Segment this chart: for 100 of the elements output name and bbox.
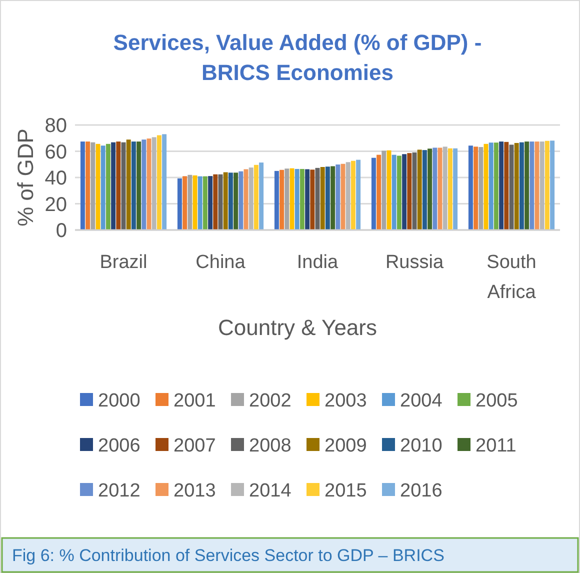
bar xyxy=(142,140,146,230)
bar xyxy=(474,146,478,230)
bar xyxy=(177,178,182,230)
bar xyxy=(280,170,284,230)
bar xyxy=(228,172,233,230)
x-tick-label: India xyxy=(296,252,339,273)
bar xyxy=(182,176,188,230)
y-tick-label: 80 xyxy=(44,115,67,137)
bar xyxy=(126,140,131,230)
bar xyxy=(320,167,325,230)
bar xyxy=(198,176,202,230)
bar xyxy=(111,142,116,230)
bar xyxy=(448,148,452,230)
bar xyxy=(540,142,544,230)
bar xyxy=(478,147,484,230)
bar xyxy=(90,142,96,230)
bar xyxy=(544,140,550,230)
legend-label: 2015 xyxy=(324,480,367,502)
x-tick-label: Russia xyxy=(385,252,444,273)
legend-label: 2012 xyxy=(98,480,140,502)
bar xyxy=(213,174,218,230)
legend-label: 2009 xyxy=(324,436,367,457)
legend-label: 2004 xyxy=(400,390,443,412)
x-tick-label: South Africa xyxy=(486,252,536,303)
bar xyxy=(442,146,448,230)
bar xyxy=(234,172,238,230)
bar xyxy=(310,170,315,230)
x-tick-label: China xyxy=(196,252,246,273)
bar xyxy=(422,150,427,230)
bar xyxy=(284,168,290,230)
bar xyxy=(223,172,228,230)
legend-label: 2002 xyxy=(249,390,292,412)
bar xyxy=(254,164,258,230)
x-tick-label: Brazil xyxy=(100,252,148,273)
bar xyxy=(294,168,300,230)
bar xyxy=(432,148,438,230)
y-axis-title: % of GDP xyxy=(13,128,38,226)
bar xyxy=(468,146,473,230)
legend-label: 2000 xyxy=(98,390,140,412)
legend-label: 2007 xyxy=(174,436,216,457)
legend-label: 2001 xyxy=(174,390,216,412)
bar xyxy=(371,158,376,230)
bar xyxy=(208,176,213,230)
bar xyxy=(86,142,90,230)
legend-label: 2008 xyxy=(249,436,292,457)
bar xyxy=(524,142,530,230)
bar xyxy=(428,148,432,230)
bar xyxy=(382,150,386,230)
bar xyxy=(356,160,361,230)
y-tick-label: 40 xyxy=(44,168,67,190)
bar xyxy=(488,142,494,230)
bar xyxy=(238,171,244,230)
y-tick-label: 20 xyxy=(44,194,67,216)
bar xyxy=(519,142,524,230)
legend-label: 2016 xyxy=(400,480,442,502)
bar xyxy=(453,148,458,230)
bar xyxy=(202,176,208,230)
bar xyxy=(407,153,412,230)
bar xyxy=(274,170,279,230)
bar xyxy=(346,162,350,230)
bar xyxy=(80,142,85,230)
caption: Fig 6: % Contribution of Services Sector to GDP – BRICS xyxy=(12,546,444,565)
bar xyxy=(402,154,407,230)
bar xyxy=(248,168,254,230)
bar xyxy=(494,142,498,230)
bar xyxy=(376,154,382,230)
x-axis-title: Country & Years xyxy=(218,315,377,340)
legend-label: 2010 xyxy=(400,436,442,457)
legend-label: 2014 xyxy=(249,480,292,502)
bar xyxy=(417,150,422,230)
legend-label: 2011 xyxy=(476,436,516,457)
legend-label: 2005 xyxy=(476,390,518,412)
bar xyxy=(350,160,356,230)
y-tick-label: 60 xyxy=(44,141,67,164)
legend-label: 2013 xyxy=(174,480,216,502)
bar xyxy=(116,142,121,230)
bar xyxy=(504,142,509,230)
bar xyxy=(162,134,167,230)
y-tick-label: 0 xyxy=(56,220,67,242)
bar xyxy=(392,154,396,230)
bar xyxy=(106,144,110,230)
bar xyxy=(530,142,534,230)
bar xyxy=(330,166,336,230)
bar xyxy=(336,164,340,230)
bar xyxy=(300,168,304,230)
legend-label: 2006 xyxy=(98,436,140,457)
bar xyxy=(100,146,106,230)
bar xyxy=(131,142,136,230)
bar xyxy=(136,142,142,230)
bar xyxy=(550,140,555,230)
bar xyxy=(152,137,156,230)
bar xyxy=(499,142,504,230)
bar xyxy=(514,142,519,230)
bar xyxy=(156,135,162,230)
bar xyxy=(396,156,402,230)
bar xyxy=(259,162,264,230)
chart-title: Services, Value Added (% of GDP) - BRICS Economies xyxy=(113,30,482,85)
bar xyxy=(325,166,330,230)
bar xyxy=(188,174,192,230)
legend-label: 2003 xyxy=(324,390,367,412)
